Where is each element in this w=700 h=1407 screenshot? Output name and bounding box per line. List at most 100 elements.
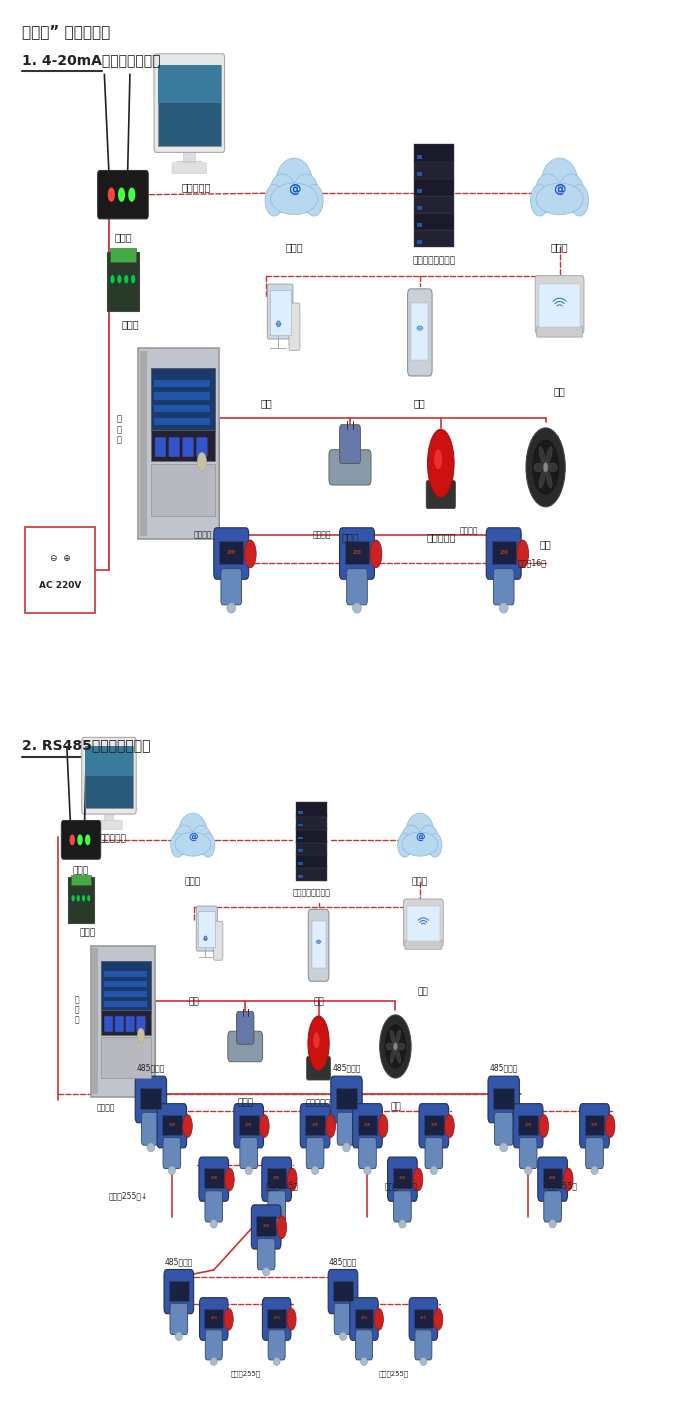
Ellipse shape <box>312 1166 318 1175</box>
FancyBboxPatch shape <box>537 326 582 338</box>
Circle shape <box>393 1043 398 1050</box>
Ellipse shape <box>288 1168 297 1190</box>
FancyBboxPatch shape <box>96 820 122 830</box>
FancyBboxPatch shape <box>416 222 422 227</box>
Ellipse shape <box>402 832 438 855</box>
Text: 单机版电脑: 单机版电脑 <box>181 183 211 193</box>
Text: 手机: 手机 <box>313 998 324 1006</box>
Ellipse shape <box>546 470 552 488</box>
Text: 信号输出: 信号输出 <box>313 530 331 539</box>
Ellipse shape <box>244 540 256 568</box>
FancyBboxPatch shape <box>416 155 422 159</box>
Text: 信号输出: 信号输出 <box>459 526 478 535</box>
FancyBboxPatch shape <box>135 1076 167 1123</box>
FancyBboxPatch shape <box>158 65 220 103</box>
FancyBboxPatch shape <box>154 405 209 412</box>
FancyBboxPatch shape <box>154 418 209 425</box>
Ellipse shape <box>390 1050 395 1064</box>
FancyBboxPatch shape <box>414 145 454 162</box>
Ellipse shape <box>386 1043 394 1050</box>
Ellipse shape <box>534 463 544 471</box>
Circle shape <box>137 1029 144 1043</box>
Ellipse shape <box>547 463 557 471</box>
Ellipse shape <box>539 1114 549 1137</box>
Text: @: @ <box>188 833 197 841</box>
Text: 电脑: 电脑 <box>189 998 199 1006</box>
Text: 可连接255台: 可连接255台 <box>384 1180 417 1190</box>
Ellipse shape <box>293 174 318 212</box>
FancyBboxPatch shape <box>267 1168 286 1188</box>
FancyBboxPatch shape <box>258 1238 275 1271</box>
Circle shape <box>111 274 115 283</box>
FancyBboxPatch shape <box>492 540 515 564</box>
FancyBboxPatch shape <box>268 1190 286 1223</box>
FancyBboxPatch shape <box>414 212 454 231</box>
Ellipse shape <box>353 602 361 613</box>
Ellipse shape <box>390 1030 395 1044</box>
Ellipse shape <box>227 602 236 613</box>
Text: 手机: 手机 <box>414 398 426 408</box>
Ellipse shape <box>374 1309 384 1330</box>
Text: 200: 200 <box>364 1123 371 1127</box>
Text: 可连接16个: 可连接16个 <box>517 559 546 567</box>
FancyBboxPatch shape <box>204 1168 223 1188</box>
FancyBboxPatch shape <box>296 829 327 843</box>
FancyBboxPatch shape <box>172 163 206 173</box>
FancyBboxPatch shape <box>139 348 219 539</box>
Ellipse shape <box>401 825 421 854</box>
FancyBboxPatch shape <box>115 1016 124 1031</box>
Ellipse shape <box>430 1166 438 1175</box>
Ellipse shape <box>541 158 578 207</box>
Text: 声光报警器: 声光报警器 <box>426 533 456 543</box>
Ellipse shape <box>342 1142 351 1152</box>
FancyBboxPatch shape <box>25 528 95 613</box>
Text: 安帕尔网络服务器: 安帕尔网络服务器 <box>412 256 455 266</box>
Text: 机气猫” 系列报警器: 机气猫” 系列报警器 <box>22 24 110 39</box>
FancyBboxPatch shape <box>71 875 91 885</box>
Text: 风机: 风机 <box>390 1103 401 1112</box>
FancyBboxPatch shape <box>234 1103 263 1148</box>
Text: 2. RS485信号连接系统图: 2. RS485信号连接系统图 <box>22 739 150 753</box>
FancyBboxPatch shape <box>169 438 179 457</box>
Ellipse shape <box>406 813 434 850</box>
FancyBboxPatch shape <box>164 1269 194 1314</box>
FancyBboxPatch shape <box>346 568 368 605</box>
FancyBboxPatch shape <box>296 802 327 816</box>
FancyBboxPatch shape <box>393 1190 411 1223</box>
Ellipse shape <box>360 1358 368 1365</box>
FancyBboxPatch shape <box>69 877 94 923</box>
Text: 485中继器: 485中继器 <box>332 1064 360 1072</box>
FancyBboxPatch shape <box>544 1190 561 1223</box>
Ellipse shape <box>535 174 561 212</box>
FancyBboxPatch shape <box>198 912 216 947</box>
Text: 200: 200 <box>262 1224 270 1228</box>
Text: 200: 200 <box>245 1123 252 1127</box>
FancyBboxPatch shape <box>158 65 220 145</box>
FancyBboxPatch shape <box>140 350 147 536</box>
FancyBboxPatch shape <box>197 438 207 457</box>
FancyBboxPatch shape <box>580 1103 609 1148</box>
FancyBboxPatch shape <box>426 481 456 508</box>
Ellipse shape <box>305 184 323 217</box>
Ellipse shape <box>606 1114 615 1137</box>
FancyBboxPatch shape <box>141 1088 162 1109</box>
FancyBboxPatch shape <box>340 425 360 463</box>
FancyBboxPatch shape <box>221 568 241 605</box>
Ellipse shape <box>420 1358 427 1365</box>
Text: 通
讯
线: 通 讯 线 <box>117 415 122 445</box>
Ellipse shape <box>558 174 584 212</box>
Text: 互联网: 互联网 <box>185 878 201 886</box>
Text: 200: 200 <box>430 1123 438 1127</box>
FancyBboxPatch shape <box>312 922 326 968</box>
FancyBboxPatch shape <box>289 303 300 350</box>
Ellipse shape <box>549 1220 557 1228</box>
Ellipse shape <box>444 1114 454 1137</box>
FancyBboxPatch shape <box>214 528 248 580</box>
Text: 安帕尔网络服务器: 安帕尔网络服务器 <box>293 889 330 898</box>
FancyBboxPatch shape <box>296 841 327 855</box>
FancyBboxPatch shape <box>91 946 155 1096</box>
FancyBboxPatch shape <box>356 1330 372 1361</box>
FancyBboxPatch shape <box>150 464 215 516</box>
Text: 可连接255台↓: 可连接255台↓ <box>109 1190 148 1200</box>
Ellipse shape <box>179 813 206 850</box>
